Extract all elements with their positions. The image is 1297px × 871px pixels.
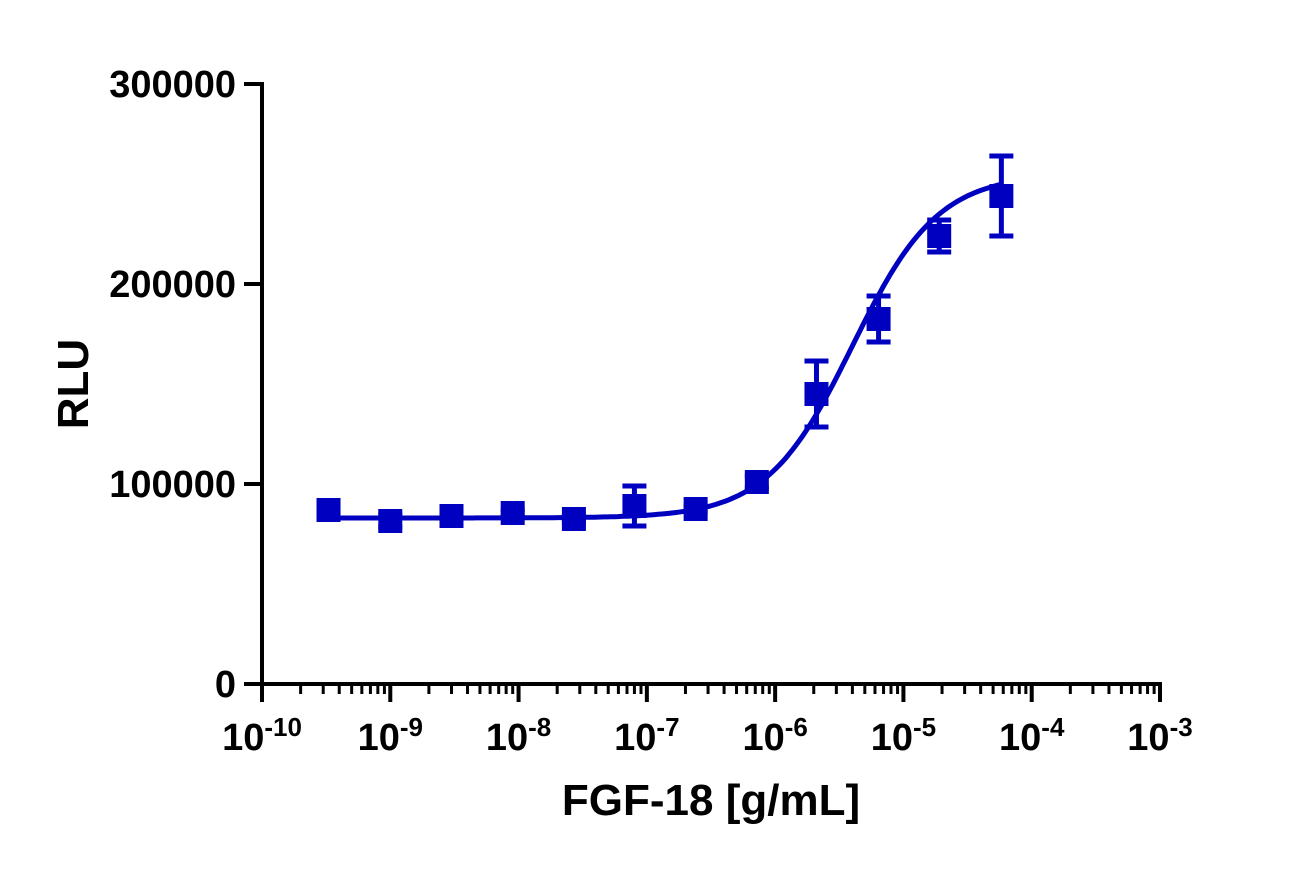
square-marker bbox=[744, 470, 769, 494]
square-marker bbox=[927, 224, 952, 248]
square-marker bbox=[866, 307, 891, 331]
data-point bbox=[866, 293, 891, 345]
ticks: 0 100000 200000 300000 10-10 10-9 10-8 10-7 10-6… bbox=[109, 64, 1193, 759]
square-marker bbox=[439, 504, 464, 528]
data-point bbox=[316, 498, 341, 522]
y-tick-label: 100000 bbox=[109, 464, 236, 506]
square-marker bbox=[500, 501, 525, 525]
x-axis-label: FGF-18 [g/mL] bbox=[562, 776, 860, 825]
data-point bbox=[561, 507, 586, 531]
y-tick-label: 0 bbox=[215, 664, 236, 706]
data-point bbox=[622, 483, 647, 529]
data-point bbox=[744, 470, 769, 494]
data-point bbox=[439, 504, 464, 528]
x-tick-label: 10-7 bbox=[614, 712, 679, 759]
data-point bbox=[683, 497, 708, 521]
square-marker bbox=[989, 184, 1014, 208]
y-tick-label: 300000 bbox=[109, 64, 236, 106]
x-tick-label: 10-8 bbox=[486, 712, 551, 759]
data-point bbox=[804, 358, 829, 430]
x-tick-label: 10-4 bbox=[999, 712, 1065, 759]
y-tick-label: 200000 bbox=[109, 264, 236, 306]
plot-area bbox=[316, 153, 1014, 533]
data-point bbox=[989, 153, 1014, 239]
x-tick-label: 10-10 bbox=[222, 712, 302, 759]
y-axis-label: RLU bbox=[49, 339, 98, 429]
x-tick-label: 10-9 bbox=[358, 712, 423, 759]
square-marker bbox=[683, 497, 708, 521]
data-point bbox=[500, 501, 525, 525]
data-point bbox=[378, 509, 403, 533]
square-marker bbox=[804, 382, 829, 406]
square-marker bbox=[316, 498, 341, 522]
fit-curve bbox=[328, 181, 1002, 521]
square-marker bbox=[561, 507, 586, 531]
square-marker bbox=[378, 509, 403, 533]
x-tick-label: 10-6 bbox=[742, 712, 807, 759]
x-tick-label: 10-3 bbox=[1127, 712, 1192, 759]
square-marker bbox=[622, 494, 647, 518]
x-tick-label: 10-5 bbox=[871, 712, 936, 759]
axes bbox=[260, 82, 1162, 686]
data-point bbox=[927, 217, 952, 255]
